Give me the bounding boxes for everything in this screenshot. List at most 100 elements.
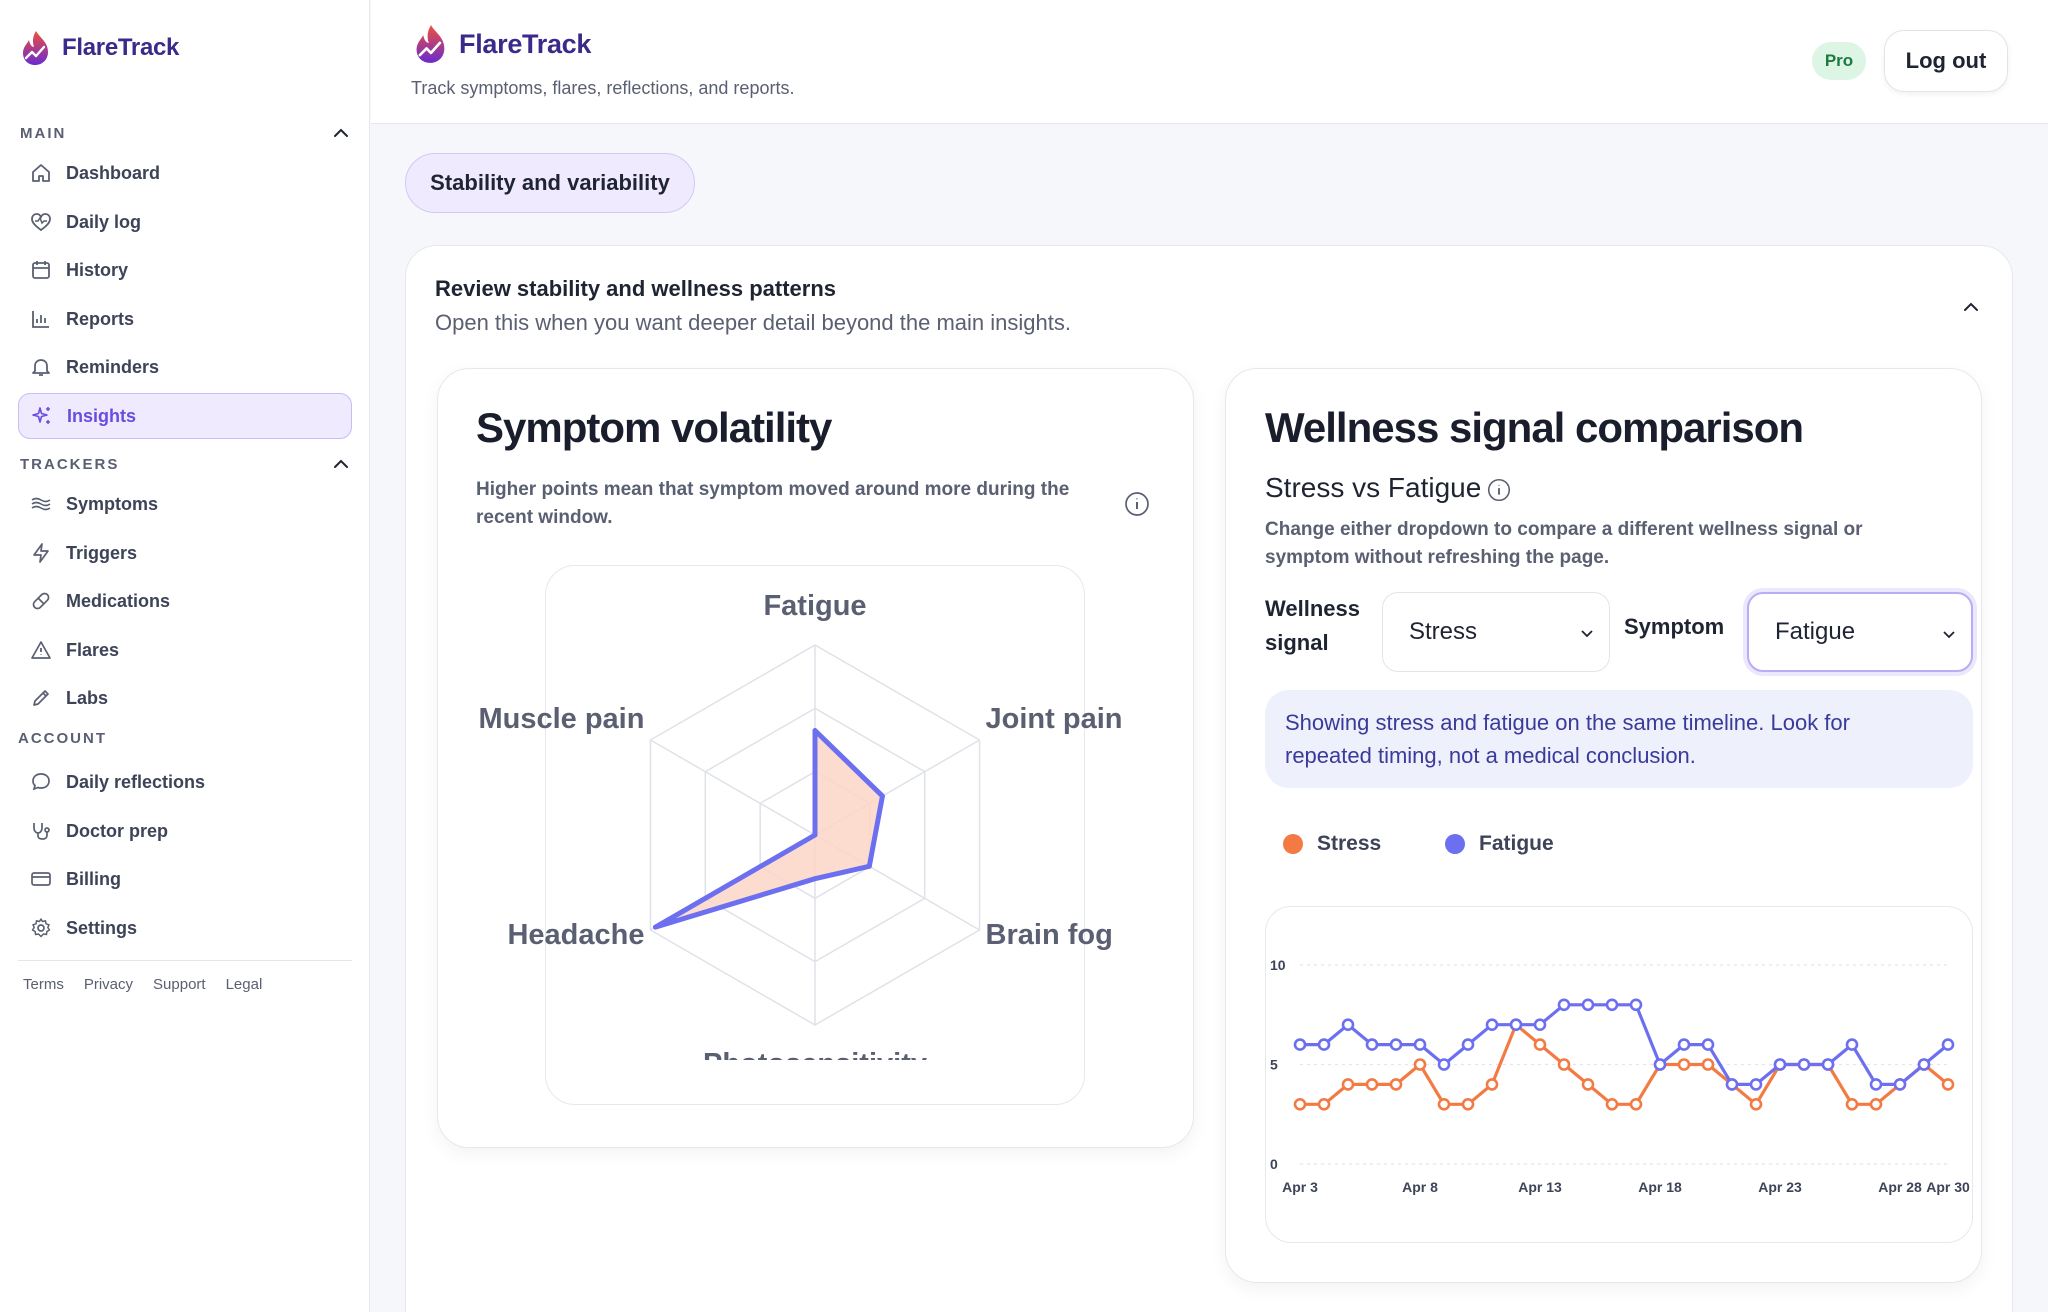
data-point-fatigue[interactable] [1581, 998, 1595, 1012]
footer-link-terms[interactable]: Terms [23, 976, 64, 993]
sidebar-item-triggers[interactable]: Triggers [18, 530, 352, 576]
tab-stability-variability[interactable]: Stability and variability [405, 153, 695, 213]
data-point-fatigue[interactable] [1797, 1058, 1811, 1071]
legend-item-stress[interactable]: Stress [1283, 832, 1381, 856]
sidebar-item-settings[interactable]: Settings [18, 905, 352, 951]
data-point-fatigue[interactable] [1317, 1038, 1331, 1051]
data-point-stress[interactable] [1317, 1098, 1331, 1111]
x-tick-label: Apr 18 [1638, 1179, 1682, 1195]
data-point-stress[interactable] [1629, 1098, 1643, 1111]
section-trackers-header[interactable]: TRACKERS [20, 455, 350, 473]
data-point-fatigue[interactable] [1461, 1038, 1475, 1051]
sidebar: FlareTrack MAIN Dashboard Daily log Hist… [0, 0, 370, 1312]
data-point-stress[interactable] [1557, 1058, 1571, 1071]
chevron-up-icon[interactable] [332, 124, 350, 142]
radar-data-shape [652, 728, 885, 930]
flame-logo-icon [23, 31, 48, 65]
sidebar-item-flares[interactable]: Flares [18, 627, 352, 673]
data-point-stress[interactable] [1941, 1078, 1955, 1091]
sidebar-item-label: Dashboard [66, 162, 161, 183]
data-point-fatigue[interactable] [1437, 1058, 1451, 1071]
data-point-stress[interactable] [1869, 1098, 1883, 1111]
footer-link-legal[interactable]: Legal [225, 976, 263, 993]
data-point-fatigue[interactable] [1413, 1038, 1427, 1051]
sidebar-item-insights[interactable]: Insights [18, 393, 352, 439]
data-point-fatigue[interactable] [1533, 1018, 1547, 1031]
sidebar-item-label: Medications [66, 590, 171, 611]
data-point-stress[interactable] [1701, 1058, 1715, 1071]
sidebar-item-billing[interactable]: Billing [18, 856, 352, 902]
data-point-stress[interactable] [1461, 1098, 1475, 1111]
data-point-stress[interactable] [1437, 1098, 1451, 1111]
data-point-fatigue[interactable] [1341, 1018, 1355, 1031]
data-point-stress[interactable] [1749, 1098, 1763, 1111]
data-point-stress[interactable] [1533, 1038, 1547, 1051]
footer-link-privacy[interactable]: Privacy [83, 976, 134, 993]
data-point-fatigue[interactable] [1389, 1038, 1403, 1051]
data-point-fatigue[interactable] [1653, 1058, 1667, 1071]
sidebar-item-reminders[interactable]: Reminders [18, 344, 352, 390]
sidebar-item-medications[interactable]: Medications [18, 578, 352, 624]
data-point-fatigue[interactable] [1701, 1038, 1715, 1051]
sidebar-item-history[interactable]: History [18, 247, 352, 293]
calendar-icon [32, 261, 50, 279]
legend-item-fatigue[interactable]: Fatigue [1445, 832, 1554, 856]
data-point-stress[interactable] [1413, 1058, 1427, 1071]
stethoscope-icon [33, 823, 50, 840]
data-point-fatigue[interactable] [1485, 1018, 1499, 1031]
data-point-fatigue[interactable] [1893, 1078, 1907, 1091]
home-icon [32, 164, 50, 182]
sidebar-item-daily-log[interactable]: Daily log [18, 199, 352, 245]
data-point-fatigue[interactable] [1917, 1058, 1931, 1071]
sidebar-item-reports[interactable]: Reports [18, 296, 352, 342]
x-tick-label: Apr 8 [1402, 1179, 1438, 1195]
data-point-fatigue[interactable] [1629, 998, 1643, 1012]
footer-link-support[interactable]: Support [153, 976, 206, 993]
data-point-stress[interactable] [1581, 1078, 1595, 1091]
symptom-value: Fatigue [1775, 618, 1856, 645]
data-point-stress[interactable] [1365, 1078, 1379, 1091]
sidebar-item-dashboard[interactable]: Dashboard [18, 150, 352, 196]
header-brand[interactable]: FlareTrack [413, 24, 591, 64]
data-point-stress[interactable] [1605, 1098, 1619, 1111]
data-point-fatigue[interactable] [1557, 998, 1571, 1012]
comparison-title: Wellness signal comparison [1265, 404, 1804, 451]
info-icon[interactable] [1122, 489, 1152, 519]
chevron-up-icon[interactable] [1960, 296, 1982, 318]
wellness-signal-select[interactable]: Stress [1382, 592, 1610, 672]
data-point-fatigue[interactable] [1941, 1038, 1955, 1051]
sidebar-brand[interactable]: FlareTrack [20, 30, 179, 66]
data-point-fatigue[interactable] [1749, 1078, 1763, 1091]
sidebar-item-daily-reflections[interactable]: Daily reflections [18, 759, 352, 805]
section-main-header[interactable]: MAIN [20, 124, 350, 142]
logout-button[interactable]: Log out [1884, 30, 2008, 92]
info-icon[interactable] [1485, 476, 1513, 504]
comparison-card [1225, 368, 1982, 1283]
data-point-fatigue[interactable] [1293, 1038, 1307, 1051]
data-point-fatigue[interactable] [1677, 1038, 1691, 1051]
sidebar-item-label: Daily reflections [66, 771, 206, 792]
data-point-stress[interactable] [1485, 1078, 1499, 1091]
data-point-stress[interactable] [1389, 1078, 1403, 1091]
data-point-fatigue[interactable] [1509, 1018, 1523, 1031]
data-point-stress[interactable] [1677, 1058, 1691, 1071]
sidebar-item-symptoms[interactable]: Symptoms [18, 481, 352, 527]
chevron-up-icon[interactable] [332, 455, 350, 473]
pill-icon [32, 592, 50, 610]
sidebar-item-labs[interactable]: Labs [18, 675, 352, 721]
data-point-stress[interactable] [1293, 1098, 1307, 1111]
data-point-fatigue[interactable] [1605, 998, 1619, 1012]
data-point-fatigue[interactable] [1365, 1038, 1379, 1051]
data-point-stress[interactable] [1341, 1078, 1355, 1091]
header-brand-name: FlareTrack [459, 28, 592, 59]
sidebar-item-doctor-prep[interactable]: Doctor prep [18, 808, 352, 854]
volatility-radar-chart: Fatigue Joint pain Brain fog Photosensitivi… [478, 590, 1122, 1060]
data-point-fatigue[interactable] [1869, 1078, 1883, 1091]
symptom-select[interactable]: Fatigue [1747, 592, 1973, 672]
data-point-fatigue[interactable] [1821, 1058, 1835, 1071]
data-point-stress[interactable] [1845, 1098, 1859, 1111]
data-point-fatigue[interactable] [1773, 1058, 1787, 1071]
data-point-fatigue[interactable] [1725, 1078, 1739, 1091]
data-point-fatigue[interactable] [1845, 1038, 1859, 1051]
comparison-description-line: Change either dropdown to compare a diff… [1265, 519, 1863, 540]
